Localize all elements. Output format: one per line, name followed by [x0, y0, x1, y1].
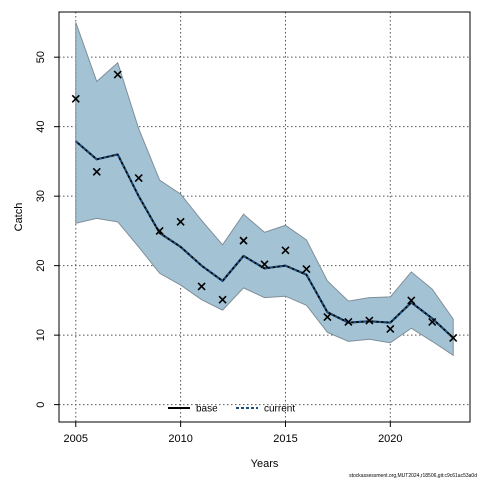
y-tick-label: 20 [35, 260, 47, 272]
observed-point-stroke [386, 324, 395, 333]
confidence-band [75, 22, 454, 357]
observed-point [218, 295, 227, 304]
observed-point-stroke [92, 167, 101, 176]
observed-point-stroke [134, 174, 143, 183]
confidence-band-area [75, 22, 454, 357]
observed-points [71, 70, 458, 342]
observed-point-stroke [302, 265, 311, 274]
observed-point-stroke [344, 317, 353, 326]
x-tick-label: 2020 [378, 433, 402, 445]
observed-point [176, 217, 185, 226]
observed-point [134, 174, 143, 183]
observed-point-stroke [449, 333, 458, 342]
observed-point [281, 246, 290, 255]
observed-point [197, 282, 206, 291]
series-line-current [75, 140, 454, 339]
observed-point-stroke [323, 313, 332, 322]
y-tick-label: 30 [35, 190, 47, 202]
observed-point-stroke [197, 282, 206, 291]
observed-point [323, 313, 332, 322]
observed-point-stroke [407, 296, 416, 305]
observed-point-stroke [239, 236, 248, 245]
x-axis: 2005 2010 2015 2020 [64, 422, 403, 445]
x-tick-label: 2005 [64, 433, 88, 445]
observed-point [449, 333, 458, 342]
x-tick-label: 2010 [168, 433, 192, 445]
observed-point-stroke [365, 316, 374, 325]
observed-point-stroke [428, 317, 437, 326]
observed-point-stroke [155, 226, 164, 235]
observed-point-stroke [176, 217, 185, 226]
plot-frame [58, 11, 471, 423]
observed-point-stroke [71, 94, 80, 103]
observed-point [407, 296, 416, 305]
series-lines [75, 140, 454, 339]
observed-point [428, 317, 437, 326]
y-tick-label: 10 [35, 329, 47, 341]
observed-point-stroke [218, 295, 227, 304]
observed-point [239, 236, 248, 245]
observed-point [113, 70, 122, 79]
observed-point [365, 316, 374, 325]
y-axis-title: Catch [13, 203, 25, 232]
observed-point [71, 94, 80, 103]
legend: base current [168, 404, 295, 415]
legend-label-base: base [196, 404, 218, 415]
y-axis: 0 10 20 30 40 50 [35, 51, 59, 408]
observed-point [302, 265, 311, 274]
y-tick-label: 40 [35, 121, 47, 133]
footnote: stockassessment.org,MUT2024,r18506,git:c… [349, 473, 477, 479]
x-tick-label: 2015 [273, 433, 297, 445]
observed-point [92, 167, 101, 176]
observed-point [344, 317, 353, 326]
observed-point-stroke [113, 70, 122, 79]
x-axis-title: Years [251, 458, 279, 470]
y-tick-label: 50 [35, 51, 47, 63]
observed-point [386, 324, 395, 333]
observed-point [155, 226, 164, 235]
observed-point-stroke [260, 260, 269, 269]
observed-point [260, 260, 269, 269]
y-tick-label: 0 [35, 402, 47, 408]
legend-label-current: current [264, 404, 295, 415]
observed-point-stroke [281, 246, 290, 255]
